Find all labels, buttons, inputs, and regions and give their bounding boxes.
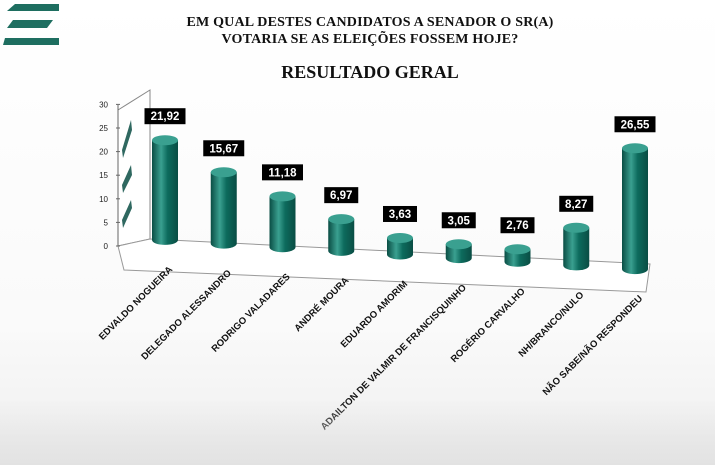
data-label: 3,63	[389, 209, 411, 221]
data-label-box	[441, 212, 476, 229]
y-tick-label: 15	[99, 171, 108, 180]
bar-body	[328, 219, 355, 256]
bar-cap	[504, 244, 531, 255]
bar-cap	[563, 222, 590, 233]
bar-cap	[210, 167, 237, 178]
data-label: 26,55	[621, 119, 650, 131]
data-label: 3,05	[448, 215, 471, 227]
category-label: NH/BRANCO/NULO	[517, 290, 587, 360]
bar-cap	[622, 143, 648, 154]
bar	[328, 214, 355, 256]
data-label: 8,27	[565, 199, 587, 211]
data-label-box	[559, 195, 594, 212]
data-label-box	[500, 217, 535, 234]
wall-stripe	[122, 165, 132, 193]
chart-subtitle: RESULTADO GERAL	[281, 62, 459, 82]
y-tick-label: 10	[99, 195, 108, 204]
data-label: 6,97	[330, 190, 352, 202]
data-label: 21,92	[151, 111, 180, 123]
category-label: ANDRÉ MOURA	[292, 275, 351, 334]
bar-cap	[269, 191, 296, 202]
chart-floor	[117, 238, 651, 293]
question-line-2: VOTARIA SE AS ELEIÇÕES FOSSEM HOJE?	[221, 32, 519, 47]
y-tick-label: 0	[104, 242, 109, 251]
bar	[387, 232, 413, 260]
category-label: EDUARDO AMORIM	[339, 279, 410, 350]
question-line-1: EM QUAL DESTES CANDIDATOS A SENADOR O SR…	[186, 15, 554, 30]
bar	[445, 239, 472, 264]
y-tick-label: 5	[104, 218, 109, 227]
bar	[504, 244, 531, 267]
data-label-box	[614, 116, 656, 133]
y-tick-label: 30	[99, 100, 108, 109]
wall-stripe	[122, 200, 132, 228]
y-tick-label: 25	[99, 124, 108, 133]
bar-cap	[445, 239, 472, 250]
wall-stripe	[122, 120, 132, 158]
bar	[152, 135, 178, 245]
bar-body	[622, 148, 648, 275]
bar-body	[563, 227, 590, 271]
data-label-box	[262, 164, 303, 181]
bar-cap	[152, 135, 178, 146]
bar-body	[210, 172, 237, 249]
y-tick-label: 20	[99, 148, 108, 157]
bar	[563, 222, 590, 271]
data-label: 15,67	[209, 143, 238, 155]
bar	[210, 167, 237, 249]
data-label-box	[144, 108, 186, 125]
chart-question: EM QUAL DESTES CANDIDATOS A SENADOR O SR…	[150, 14, 590, 48]
data-label: 11,18	[268, 167, 297, 179]
logo-icon	[3, 4, 59, 45]
data-label: 2,76	[506, 220, 528, 232]
bar-cap	[328, 214, 355, 225]
bar-body	[269, 196, 296, 253]
category-label: NÃO SABE/NÃO RESPONDEU	[541, 293, 646, 398]
bar-body	[387, 237, 413, 260]
data-label-box	[203, 140, 245, 157]
bar	[269, 191, 296, 253]
bar-body	[152, 140, 178, 245]
bar-body	[504, 249, 531, 267]
bar-cap	[387, 232, 413, 243]
data-label-box	[383, 205, 417, 222]
category-label: ADAILTON DE VALMIR DE FRANCISQUINHO	[319, 282, 469, 432]
data-label-box	[324, 187, 359, 204]
bar	[622, 143, 648, 275]
bar-body	[445, 244, 472, 264]
